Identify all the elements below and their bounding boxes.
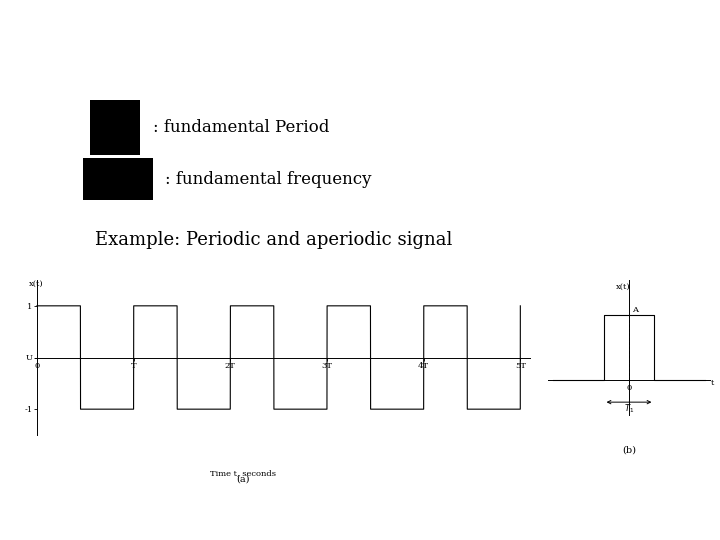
Bar	[90, 100, 140, 155]
Text: x(t): x(t)	[616, 282, 631, 291]
X-axis label: Time t, seconds: Time t, seconds	[210, 469, 276, 477]
Text: : fundamental Period: : fundamental Period	[153, 119, 329, 137]
Bar	[83, 158, 153, 200]
Text: (b): (b)	[622, 446, 636, 455]
Text: A: A	[632, 306, 638, 314]
Text: Example: Periodic and aperiodic signal: Example: Periodic and aperiodic signal	[95, 231, 452, 249]
Text: t: t	[711, 379, 715, 387]
Text: $T_1$: $T_1$	[624, 403, 634, 415]
Text: : fundamental frequency: : fundamental frequency	[165, 171, 372, 187]
Text: (a): (a)	[236, 475, 250, 483]
Text: x(t): x(t)	[30, 280, 44, 288]
